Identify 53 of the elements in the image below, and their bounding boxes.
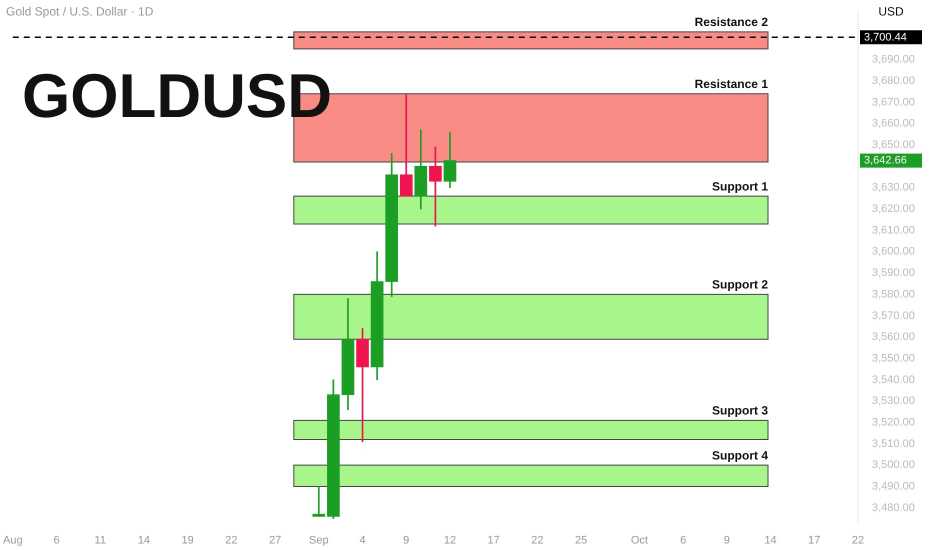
- band-label: Support 3: [712, 404, 768, 418]
- y-tick-label: 3,520.00: [872, 416, 915, 428]
- x-tick-label: 9: [724, 534, 730, 546]
- y-tick-label: 3,510.00: [872, 438, 915, 450]
- x-tick-label: 14: [138, 534, 150, 546]
- x-tick-label: 25: [574, 534, 588, 546]
- y-tick-label: 3,560.00: [872, 331, 915, 344]
- band-label: Resistance 2: [694, 15, 768, 30]
- y-tick-label: 3,500.00: [872, 459, 915, 472]
- y-tick-label: 3,650.00: [872, 138, 915, 151]
- y-axis-title: USD: [878, 4, 904, 18]
- y-tick-label: 3,600.00: [872, 246, 915, 258]
- x-tick-label: 9: [403, 534, 410, 546]
- x-tick-label: 11: [94, 534, 106, 546]
- y-tick-label: 3,590.00: [872, 267, 915, 280]
- x-tick-label: 14: [764, 534, 777, 546]
- x-tick-label: Aug: [2, 534, 23, 546]
- y-tick-label: 3,490.00: [872, 480, 915, 493]
- text: GOLDUSD: [22, 62, 332, 132]
- x-tick-label: 22: [531, 534, 544, 546]
- y-tick-label: 3,540.00: [872, 374, 915, 386]
- y-tick-label: 3,660.00: [872, 118, 915, 130]
- ref-line-label: 3,700.44: [864, 31, 907, 44]
- y-tick-label: 3,630.00: [872, 182, 915, 194]
- x-tick-label: Oct: [630, 534, 648, 546]
- x-tick-label: 12: [444, 534, 456, 546]
- candlestick: [356, 328, 369, 442]
- y-tick-label: 3,530.00: [872, 395, 915, 408]
- x-tick-label: 19: [182, 534, 194, 546]
- x-tick-label: 27: [268, 534, 282, 546]
- x-tick-label: 17: [488, 534, 500, 546]
- y-tick-label: 3,550.00: [872, 352, 915, 364]
- text: 3,642.66: [864, 154, 907, 167]
- x-tick-label: 17: [808, 534, 820, 546]
- x-tick-label: 22: [852, 534, 864, 546]
- y-tick-label: 3,570.00: [872, 310, 915, 322]
- band-label: Support 2: [712, 278, 768, 292]
- x-tick-label: 22: [225, 534, 238, 546]
- y-tick-label: 3,480.00: [872, 502, 915, 514]
- y-tick-label: 3,670.00: [872, 96, 915, 108]
- band-label: Support 1: [712, 180, 768, 194]
- y-tick-label: 3,690.00: [872, 54, 915, 66]
- x-tick-label: 6: [680, 534, 686, 546]
- band-label: Resistance 1: [694, 77, 768, 92]
- y-tick-label: 3,610.00: [872, 224, 915, 236]
- x-tick-label: Sep: [309, 534, 329, 546]
- x-tick-label: 6: [53, 534, 60, 546]
- band-label: Support 4: [712, 448, 768, 462]
- y-tick-label: 3,580.00: [872, 288, 915, 300]
- y-tick-label: 3,620.00: [872, 203, 915, 216]
- y-tick-label: 3,680.00: [872, 74, 915, 87]
- x-tick-label: 4: [359, 534, 366, 546]
- chart-subtitle: Gold Spot / U.S. Dollar · 1D: [6, 4, 154, 18]
